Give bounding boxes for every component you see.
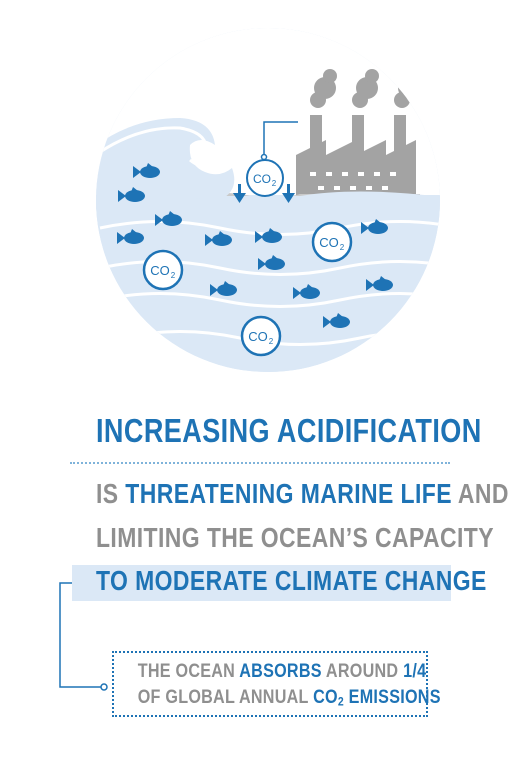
callout-co2: CO2 EMISSIONS <box>313 687 441 708</box>
callout-line-2: OF GLOBAL ANNUAL CO2 EMISSIONS <box>138 687 407 709</box>
callout-line-2-prefix: OF GLOBAL ANNUAL <box>138 687 313 708</box>
callout-box: THE OCEAN ABSORBS AROUND 1/4 OF GLOBAL A… <box>112 651 428 717</box>
callout-line-1-prefix: THE OCEAN <box>138 661 240 682</box>
callout-line-1-mid: AROUND <box>322 661 403 682</box>
callout-highlight-absorbs: ABSORBS <box>239 661 322 682</box>
callout-line-1: THE OCEAN ABSORBS AROUND 1/4 <box>138 661 407 683</box>
callout-co2-text: CO <box>313 687 338 708</box>
callout-value: 1/4 <box>403 661 426 682</box>
callout-line-2-suffix: EMISSIONS <box>344 687 441 708</box>
